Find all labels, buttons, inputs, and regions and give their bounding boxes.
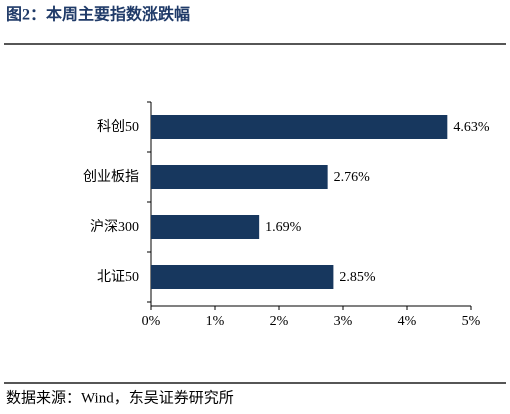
bar (151, 165, 328, 189)
source-note: 数据来源：Wind，东吴证券研究所 (6, 389, 234, 406)
y-tick-label: 北证50 (97, 269, 139, 285)
x-tick-label: 4% (398, 314, 417, 329)
value-label: 2.76% (334, 170, 371, 185)
bar (151, 115, 448, 139)
y-tick-label: 沪深300 (90, 219, 139, 235)
value-label: 2.85% (339, 270, 376, 285)
y-tick-label: 创业板指 (83, 169, 139, 185)
bar (151, 265, 334, 289)
x-tick-label: 0% (142, 314, 161, 329)
x-tick-label: 1% (206, 314, 225, 329)
bar (151, 215, 260, 239)
x-tick-label: 5% (462, 314, 481, 329)
value-label: 4.63% (453, 120, 490, 135)
chart-title: 图2：本周主要指数涨跌幅 (6, 5, 190, 24)
x-tick-label: 3% (334, 314, 353, 329)
y-tick-label: 科创50 (97, 119, 139, 135)
x-tick-label: 2% (270, 314, 289, 329)
value-label: 1.69% (265, 220, 302, 235)
